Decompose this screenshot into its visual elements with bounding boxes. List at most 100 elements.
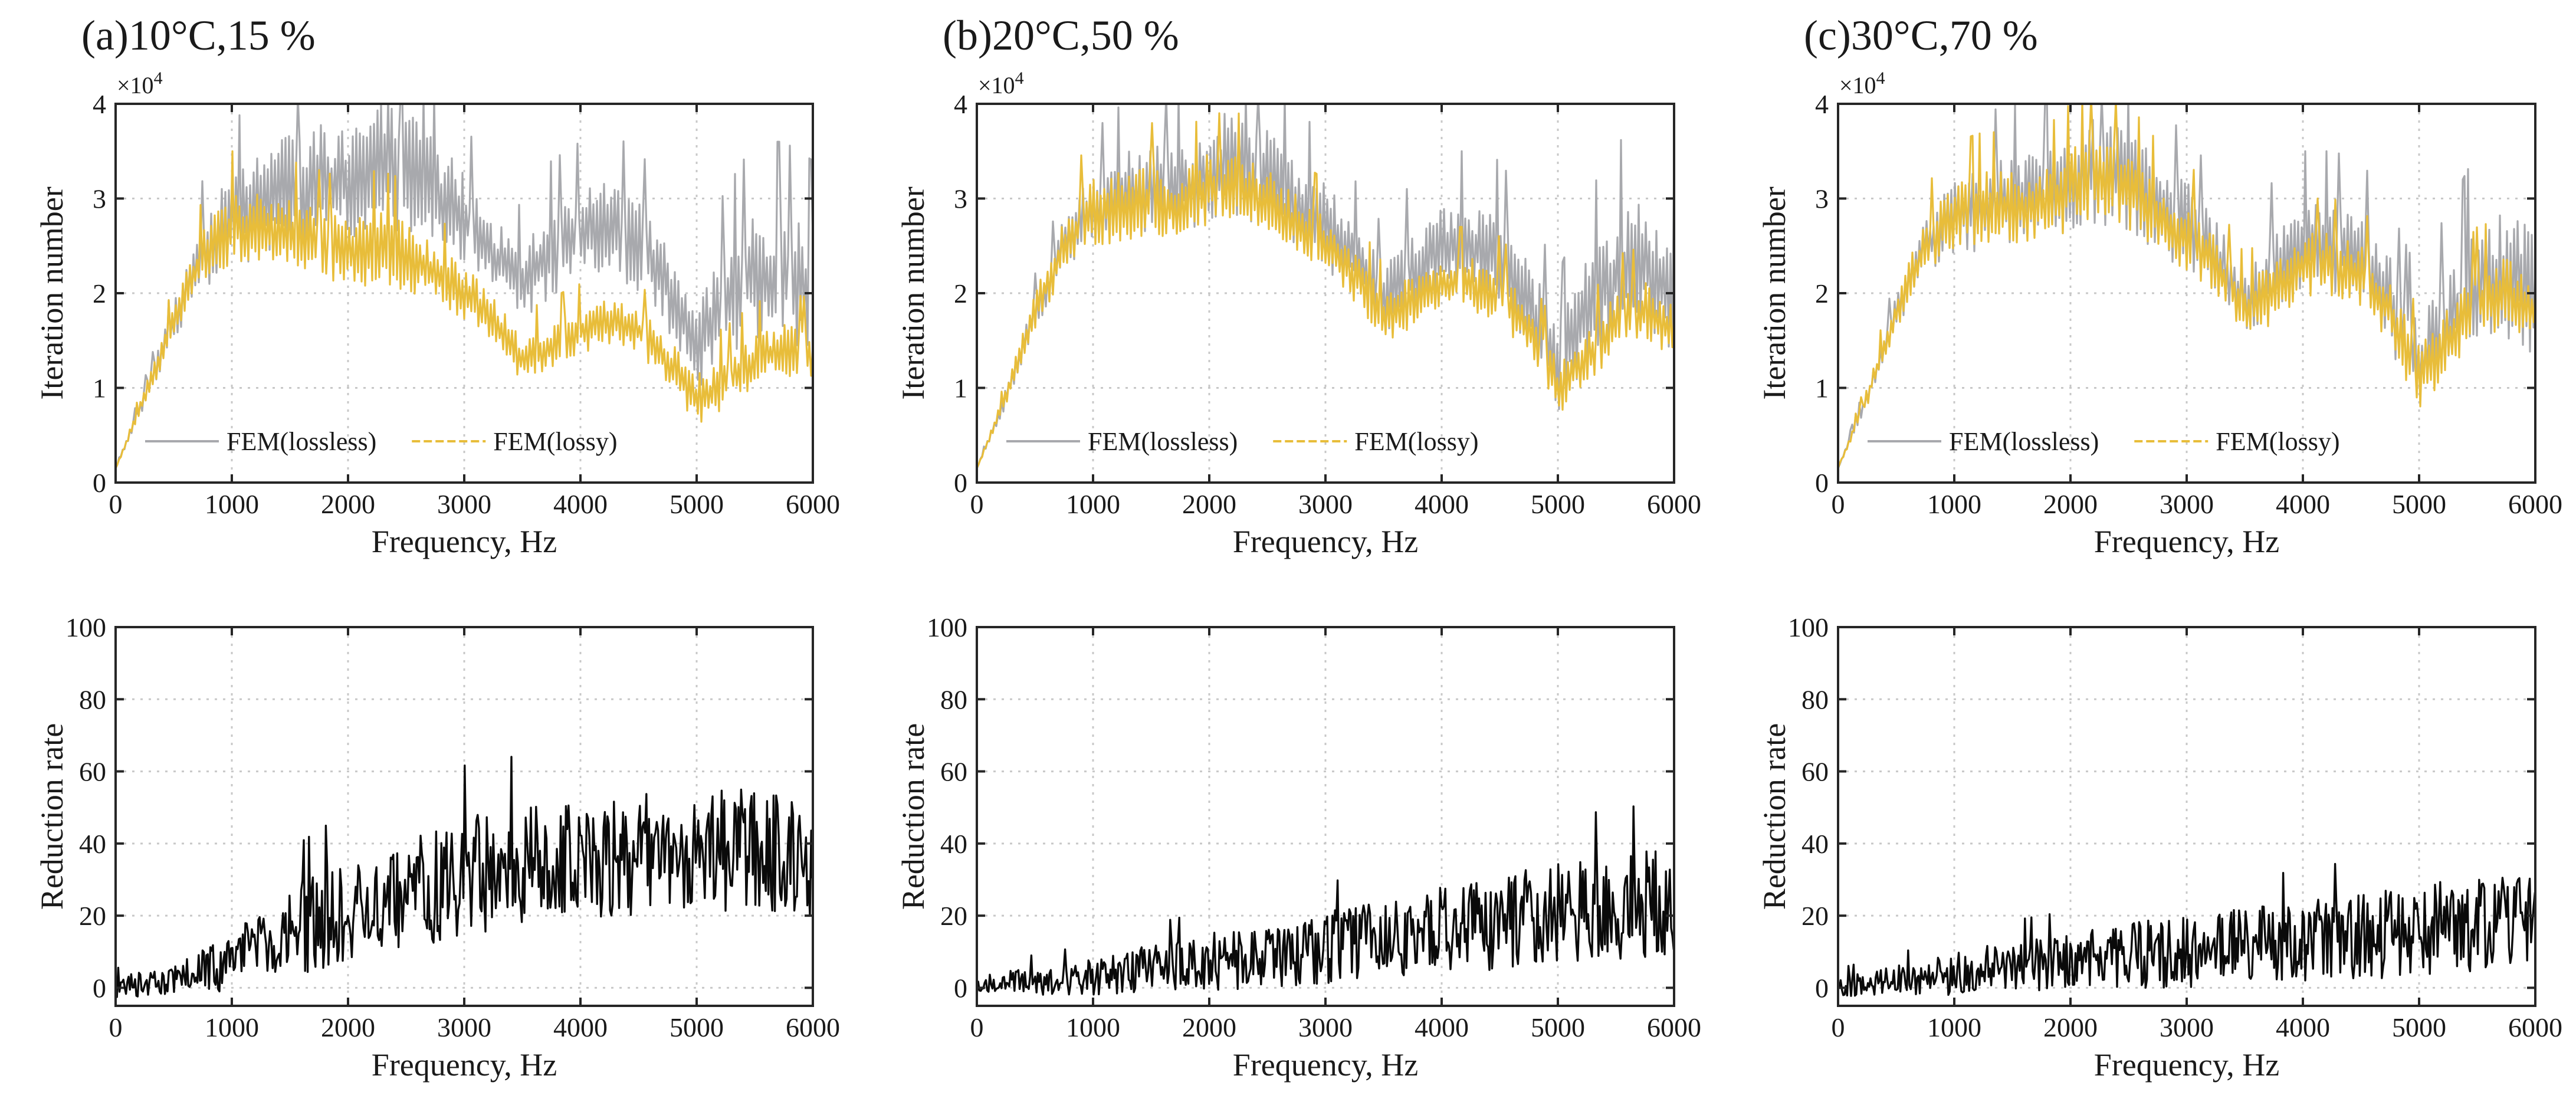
y-tick-label: 2 xyxy=(954,278,967,309)
x-tick-label: 6000 xyxy=(1647,489,1701,519)
y-tick-label: 100 xyxy=(1788,612,1829,642)
x-tick-label: 1000 xyxy=(1066,489,1120,519)
chart-b-red: 0 1000 2000 3000 4000 5000 6000 0 20 40 60 80 100 Fre… xyxy=(895,612,1701,1083)
axis-ticks: 0 1000 2000 3000 4000 5000 6000 0 20 40 60 80 100 xyxy=(1788,612,2562,1042)
y-axis-label: Iteration number xyxy=(34,186,70,399)
x-tick-label: 5000 xyxy=(1531,1012,1585,1042)
gridlines xyxy=(116,104,813,484)
x-tick-label: 1000 xyxy=(205,1012,259,1042)
y-tick-label: 60 xyxy=(940,757,967,787)
x-tick-label: 5000 xyxy=(2392,489,2446,519)
y-axis-label: Reduction rate xyxy=(895,723,931,910)
x-tick-label: 3000 xyxy=(2160,489,2214,519)
x-tick-label: 6000 xyxy=(2508,489,2562,519)
chart-b-iter: 0 1000 2000 3000 4000 5000 6000 0 1 2 3 4 Frequency,… xyxy=(895,12,1701,559)
legend: FEM(lossless) FEM(lossy) xyxy=(1006,427,1479,456)
chart-c-iter: 0 1000 2000 3000 4000 5000 6000 0 1 2 3 4 Frequency,… xyxy=(1757,12,2562,559)
x-tick-label: 0 xyxy=(109,489,123,519)
x-axis-label: Frequency, Hz xyxy=(372,1047,557,1083)
series-group xyxy=(116,104,813,469)
y-axis-label: Reduction rate xyxy=(34,723,70,910)
x-tick-label: 0 xyxy=(1832,489,1845,519)
x-tick-label: 4000 xyxy=(553,1012,608,1042)
y-tick-label: 60 xyxy=(79,757,106,787)
axis-ticks: 0 1000 2000 3000 4000 5000 6000 0 1 2 3 4 xyxy=(93,89,840,519)
y-tick-label: 1 xyxy=(93,373,106,404)
x-tick-label: 3000 xyxy=(1298,1012,1353,1042)
y-tick-label: 40 xyxy=(79,829,106,859)
series-group xyxy=(116,756,813,998)
x-tick-label: 4000 xyxy=(2276,1012,2330,1042)
legend-label: FEM(lossy) xyxy=(493,427,617,456)
y-tick-label: 20 xyxy=(940,901,967,931)
legend-label: FEM(lossless) xyxy=(1949,427,2099,456)
x-tick-label: 2000 xyxy=(321,1012,375,1042)
legend-label: FEM(lossy) xyxy=(2216,427,2339,456)
axis-ticks: 0 1000 2000 3000 4000 5000 6000 0 1 2 3 4 xyxy=(1815,89,2562,519)
x-tick-label: 2000 xyxy=(2043,1012,2098,1042)
series-line-fem-lossy xyxy=(977,112,1674,469)
y-axis-label: Iteration number xyxy=(895,186,931,399)
y-tick-label: 0 xyxy=(93,468,106,498)
x-tick-label: 0 xyxy=(1832,1012,1845,1042)
x-tick-label: 5000 xyxy=(670,489,724,519)
axis-exponent: ×104 xyxy=(978,68,1024,99)
y-tick-label: 0 xyxy=(1815,468,1829,498)
legend-label: FEM(lossless) xyxy=(1088,427,1238,456)
y-axis-label: Iteration number xyxy=(1757,186,1792,399)
panel-title: (a)10°C,15 % xyxy=(81,12,316,59)
series-group xyxy=(977,104,1674,469)
axis-exponent: ×104 xyxy=(1839,68,1885,99)
x-tick-label: 3000 xyxy=(1298,489,1353,519)
panel-title: (c)30°C,70 % xyxy=(1804,12,2038,59)
y-tick-label: 4 xyxy=(93,89,106,119)
x-tick-label: 1000 xyxy=(205,489,259,519)
series-line-reduction-rate xyxy=(116,756,813,998)
gridlines xyxy=(1838,104,2535,484)
x-tick-label: 3000 xyxy=(2160,1012,2214,1042)
x-tick-label: 5000 xyxy=(2392,1012,2446,1042)
x-tick-label: 5000 xyxy=(670,1012,724,1042)
x-axis-label: Frequency, Hz xyxy=(1233,524,1418,559)
x-tick-label: 0 xyxy=(970,1012,984,1042)
y-tick-label: 0 xyxy=(1815,973,1829,1003)
series-line-fem-lossless xyxy=(977,104,1674,469)
legend: FEM(lossless) FEM(lossy) xyxy=(145,427,618,456)
y-tick-label: 4 xyxy=(1815,89,1829,119)
axis-ticks: 0 1000 2000 3000 4000 5000 6000 0 20 40 60 80 100 xyxy=(927,612,1701,1042)
axis-exponent: ×104 xyxy=(117,68,163,99)
y-tick-label: 2 xyxy=(1815,278,1829,309)
series-line-fem-lossless xyxy=(1838,104,2535,469)
series-group xyxy=(1838,104,2535,469)
x-tick-label: 2000 xyxy=(1182,489,1236,519)
y-tick-label: 3 xyxy=(1815,184,1829,214)
y-tick-label: 20 xyxy=(79,901,106,931)
y-tick-label: 4 xyxy=(954,89,967,119)
legend-label: FEM(lossless) xyxy=(227,427,376,456)
y-tick-label: 80 xyxy=(940,684,967,714)
gridlines xyxy=(977,627,1674,1006)
series-line-fem-lossy xyxy=(116,150,813,469)
x-tick-label: 1000 xyxy=(1927,1012,1981,1042)
x-tick-label: 0 xyxy=(109,1012,123,1042)
x-tick-label: 4000 xyxy=(1415,1012,1469,1042)
x-tick-label: 1000 xyxy=(1927,489,1981,519)
y-tick-label: 3 xyxy=(954,184,967,214)
x-axis-label: Frequency, Hz xyxy=(2094,1047,2279,1083)
legend-label: FEM(lossy) xyxy=(1354,427,1478,456)
y-tick-label: 1 xyxy=(1815,373,1829,404)
series-group xyxy=(1838,862,2535,997)
y-tick-label: 100 xyxy=(65,612,106,642)
x-tick-label: 6000 xyxy=(1647,1012,1701,1042)
x-tick-label: 3000 xyxy=(437,1012,491,1042)
x-tick-label: 5000 xyxy=(1531,489,1585,519)
x-axis-label: Frequency, Hz xyxy=(2094,524,2279,559)
x-tick-label: 4000 xyxy=(553,489,608,519)
x-tick-label: 6000 xyxy=(2508,1012,2562,1042)
series-line-reduction-rate xyxy=(977,805,1674,996)
x-tick-label: 3000 xyxy=(437,489,491,519)
plot-frame xyxy=(976,626,1675,1007)
y-tick-label: 40 xyxy=(940,829,967,859)
y-tick-label: 1 xyxy=(954,373,967,404)
axis-ticks: 0 1000 2000 3000 4000 5000 6000 0 1 2 3 4 xyxy=(954,89,1701,519)
